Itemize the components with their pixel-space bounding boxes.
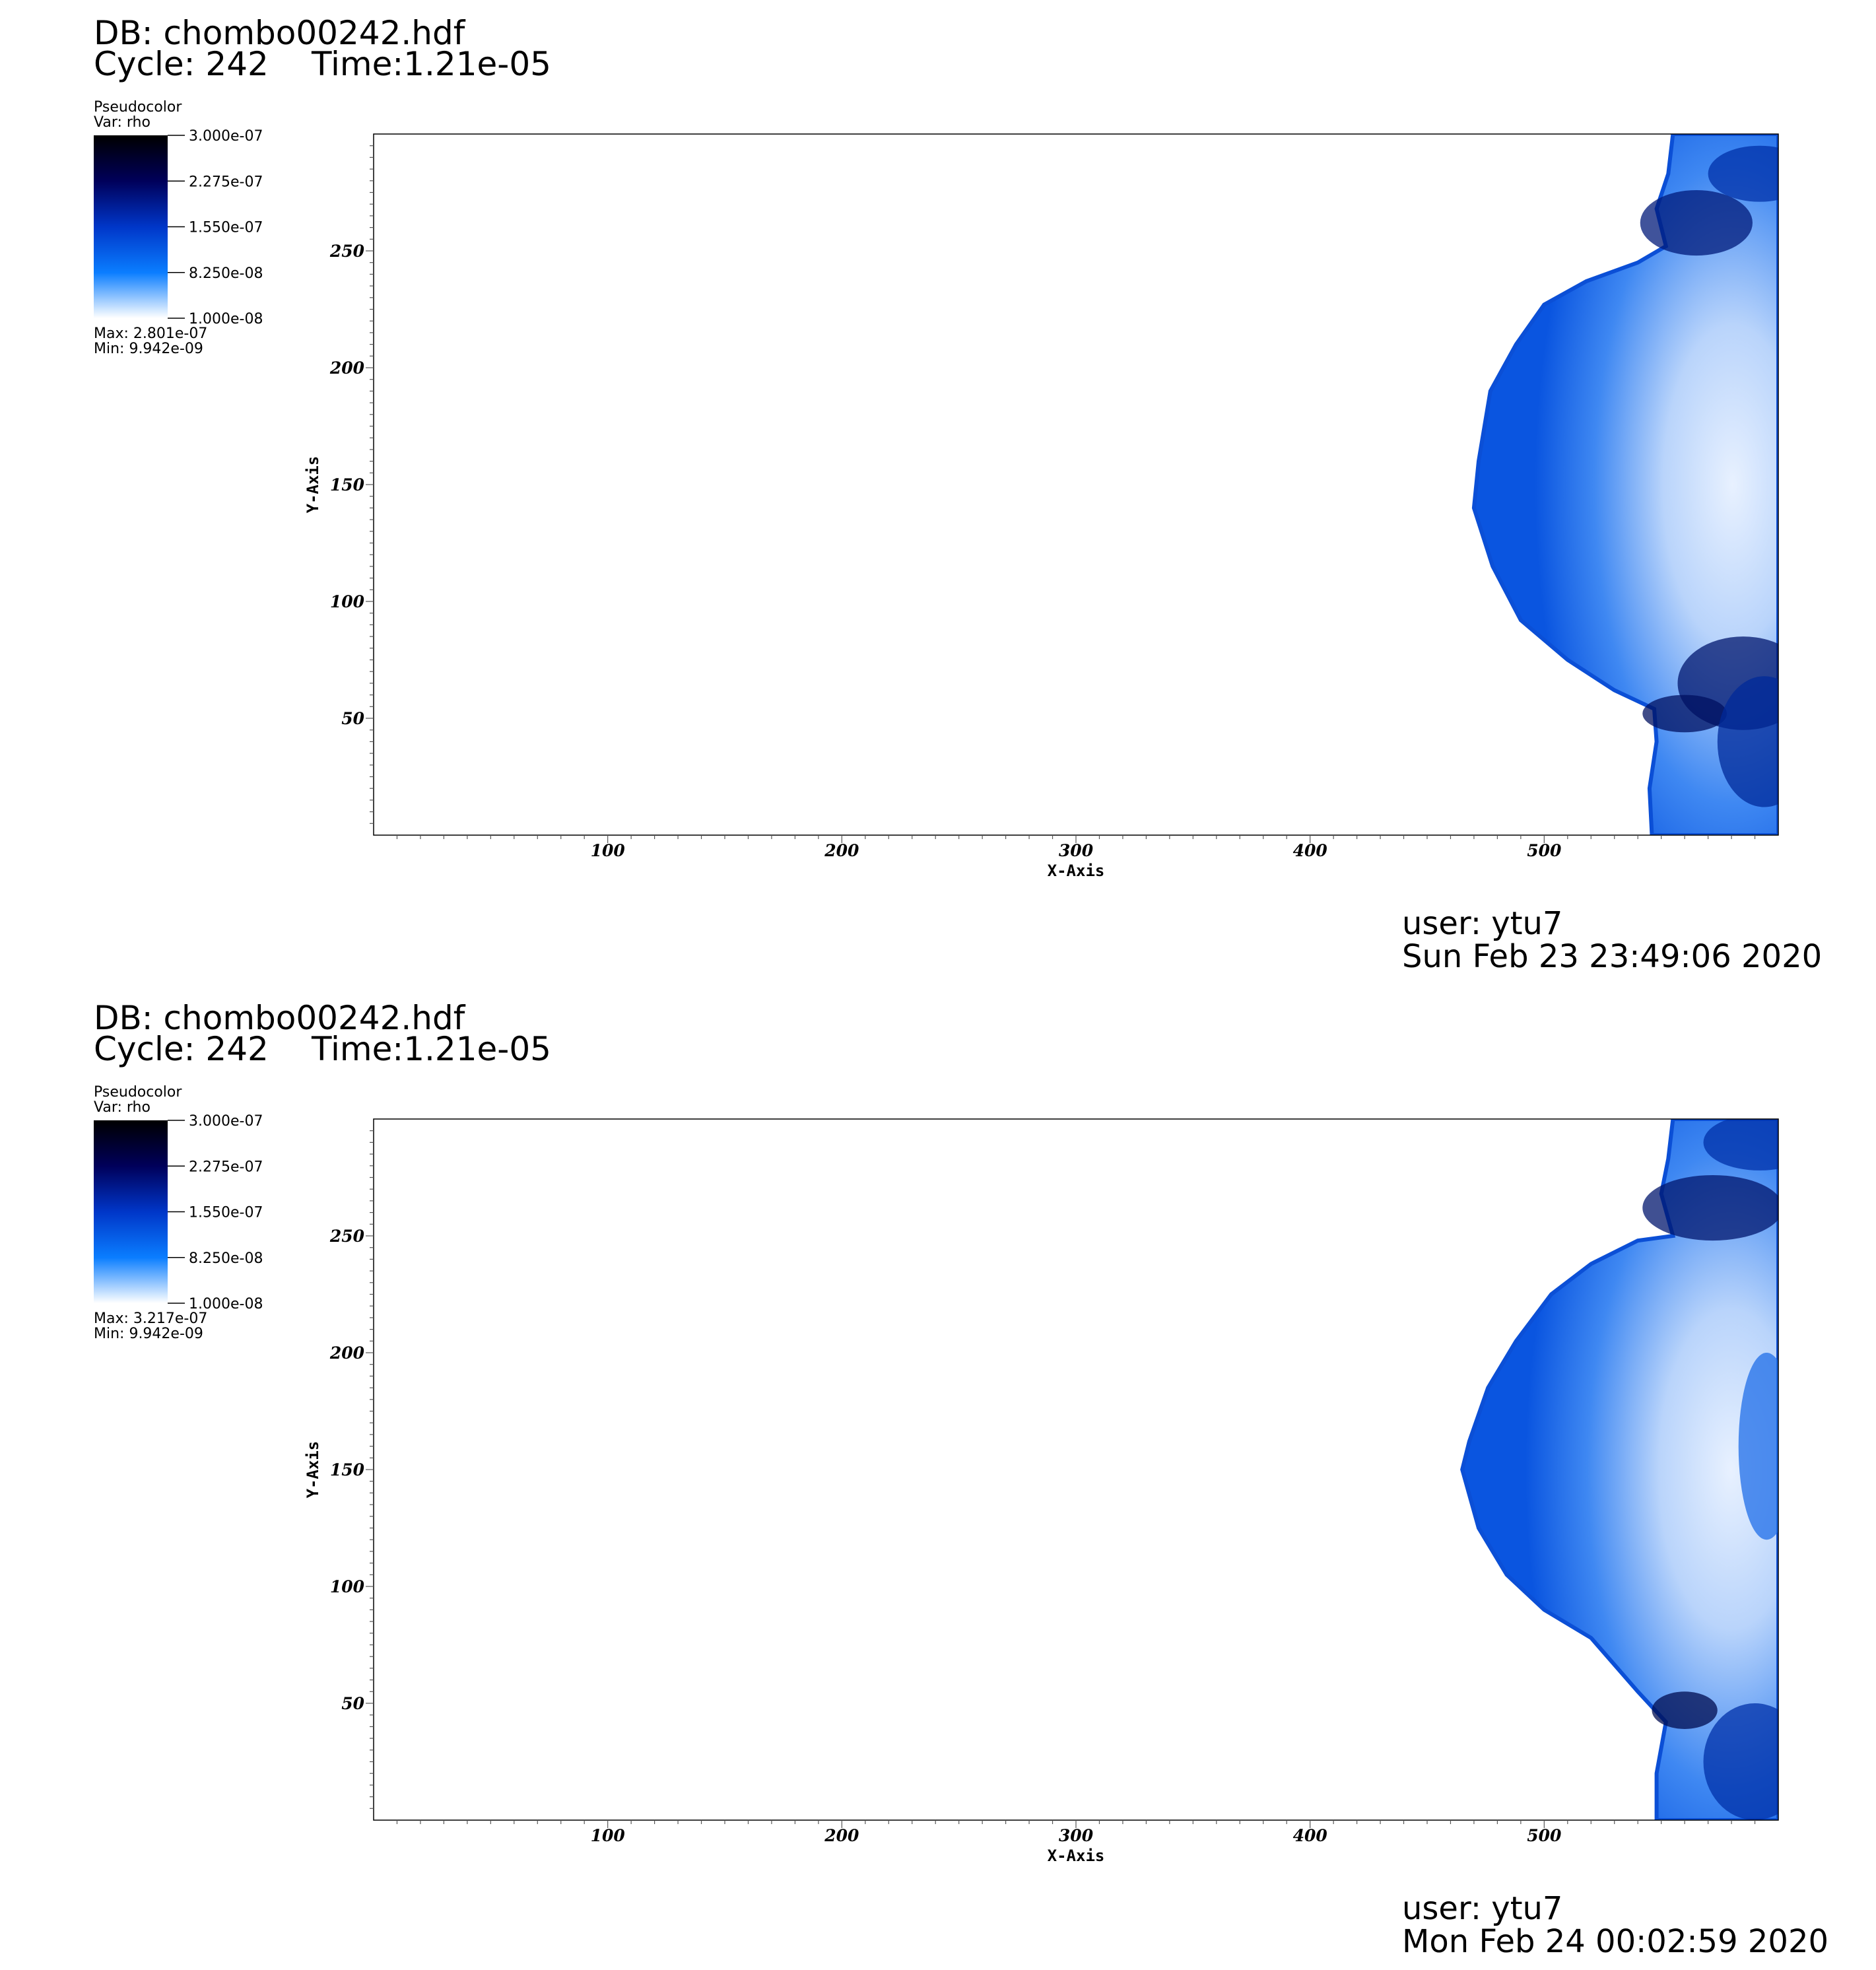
db-label: DB: chombo00242.hdf [94,14,466,52]
x-minor-ticks [396,1820,1756,1828]
colorbar [94,135,168,318]
x-tick-label: 300 [1059,1826,1094,1845]
date-label: Sun Feb 23 23:49:06 2020 [1402,938,1822,975]
date-label: Mon Feb 24 00:02:59 2020 [1402,1923,1828,1960]
colorbar-tick-label: 2.275e-07 [189,174,263,190]
density-knot [1652,1691,1718,1729]
legend-plot-type: Pseudocolor [94,1084,182,1101]
cycle-label: Cycle: 242 [94,1030,269,1068]
x-tick-label: 200 [824,1826,859,1845]
y-tick-label: 200 [329,1343,365,1363]
density-field [1460,1119,1778,1820]
density-knot [1642,1174,1778,1241]
x-tick-label: 500 [1527,1826,1562,1845]
y-minor-ticks [366,145,374,824]
y-tick-label: 250 [329,242,365,261]
y-minor-ticks [366,1130,374,1809]
colorbar-tick-label: 3.000e-07 [189,128,263,145]
y-tick-label: 150 [330,1460,365,1479]
plot-panel-bottom: DB: chombo00242.hdf Cycle: 242 Time:1.21e-… [0,985,1876,1970]
cycle-label: Cycle: 242 [94,45,269,83]
x-tick-label: 200 [824,841,859,860]
time-label: Time:1.21e-05 [311,45,551,83]
x-axis-title: X-Axis [1048,1847,1105,1865]
y-tick-label: 100 [330,592,365,611]
legend-min: Min: 9.942e-09 [94,341,203,357]
y-tick-label: 50 [341,1694,364,1713]
y-tick-label: 250 [329,1227,365,1246]
colorbar-tick-label: 1.000e-08 [189,1296,263,1312]
x-tick-label: 400 [1293,841,1328,860]
y-axis-title: Y-Axis [304,1441,322,1499]
user-label: user: ytu7 [1402,905,1562,942]
legend-variable: Var: rho [94,1099,151,1116]
y-tick-label: 200 [329,358,365,378]
colorbar-tick-label: 8.250e-08 [189,1250,263,1267]
density-knot [1717,676,1778,807]
x-tick-label: 100 [591,841,626,860]
colorbar-tick-label: 8.250e-08 [189,265,263,282]
density-knot [1708,145,1778,202]
density-knot [1738,1353,1778,1540]
db-label: DB: chombo00242.hdf [94,999,466,1037]
time-label: Time:1.21e-05 [311,1030,551,1068]
density-field [1471,134,1778,835]
colorbar-tick-label: 1.550e-07 [189,220,263,236]
density-knot [1642,695,1727,733]
density-knot [1703,1703,1778,1820]
x-tick-label: 400 [1293,1826,1328,1845]
x-tick-label: 300 [1059,841,1094,860]
y-tick-label: 150 [330,475,365,494]
user-label: user: ytu7 [1402,1890,1562,1927]
colorbar-tick-label: 3.000e-07 [189,1113,263,1130]
shock-front [1460,1119,1778,1820]
legend-plot-type: Pseudocolor [94,99,182,116]
colorbar-tick-label: 1.550e-07 [189,1205,263,1221]
legend-variable: Var: rho [94,114,151,131]
x-axis-title: X-Axis [1048,862,1105,880]
x-tick-label: 100 [591,1826,626,1845]
x-minor-ticks [396,835,1756,843]
colorbar-tick-label: 1.000e-08 [189,311,263,327]
y-tick-label: 100 [330,1577,365,1596]
density-knot [1703,1119,1778,1171]
density-knot [1640,189,1753,256]
legend-max: Max: 3.217e-07 [94,1310,207,1327]
x-tick-label: 500 [1527,841,1562,860]
colorbar-tick-label: 2.275e-07 [189,1159,263,1175]
plot-panel-top: DB: chombo00242.hdf Cycle: 242 Time:1.21e-… [94,14,1822,975]
y-tick-label: 50 [341,709,364,728]
y-axis-title: Y-Axis [304,456,322,514]
legend-max: Max: 2.801e-07 [94,325,207,342]
legend-min: Min: 9.942e-09 [94,1326,203,1342]
colorbar [94,1120,168,1303]
